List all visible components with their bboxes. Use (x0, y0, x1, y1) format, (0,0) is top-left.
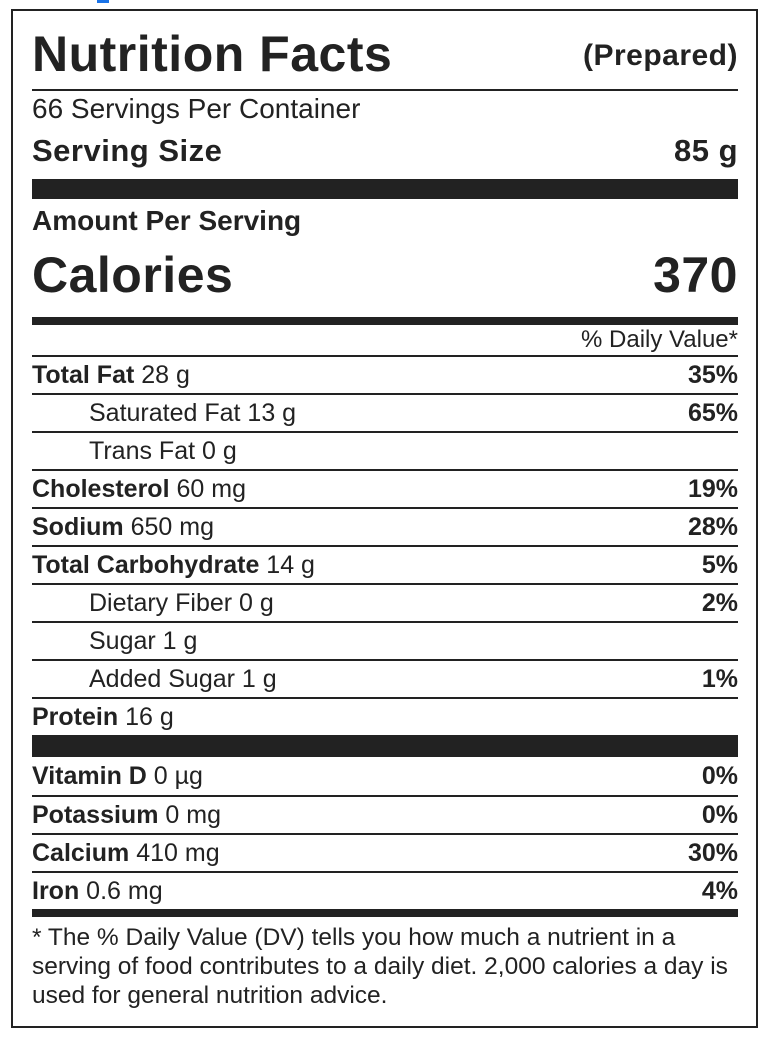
vitamin-name: Calcium (32, 838, 130, 867)
nutrient-name: Added Sugar 1 g (89, 664, 277, 693)
nutrient-amount: 650 mg (130, 512, 215, 541)
nutrient-name: Sugar 1 g (89, 626, 198, 655)
vitamin-row-potassium: Potassium 0 mg 0% (32, 795, 738, 833)
divider (32, 89, 738, 91)
nutrient-row-sodium: Sodium 650 mg 28% (32, 507, 738, 545)
calories-value: 370 (653, 247, 738, 303)
calories-row: Calories 370 (32, 243, 738, 307)
footnote-divider (32, 909, 738, 917)
nutrient-dv: 28% (687, 512, 738, 541)
vitamin-dv: 0% (701, 761, 738, 790)
serving-size-value: 85 g (673, 133, 738, 168)
daily-value-footnote: * The % Daily Value (DV) tells you how m… (32, 924, 728, 1009)
title-row: Nutrition Facts (Prepared) (32, 11, 738, 89)
top-accent-bar (97, 0, 109, 3)
nutrient-row-saturated-fat: Saturated Fat 13 g 65% (32, 393, 738, 431)
nutrient-name: Total Fat (32, 360, 135, 389)
nutrient-row-trans-fat: Trans Fat 0 g (32, 431, 738, 469)
nutrient-dv: 35% (687, 360, 738, 389)
calories-label: Calories (32, 247, 234, 303)
servings-per-container: 66 Servings Per Container (32, 93, 361, 124)
vitamin-amount: 0 µg (153, 761, 203, 790)
vitamin-row-iron: Iron 0.6 mg 4% (32, 871, 738, 909)
nutrient-name: Sodium (32, 512, 124, 541)
vitamin-amount: 0 mg (165, 800, 221, 829)
nutrient-dv: 5% (701, 550, 738, 579)
nutrient-row-total-carbohydrate: Total Carbohydrate 14 g 5% (32, 545, 738, 583)
nutrient-row-dietary-fiber: Dietary Fiber 0 g 2% (32, 583, 738, 621)
nutrient-name: Dietary Fiber 0 g (89, 588, 274, 617)
vitamin-amount: 410 mg (136, 838, 220, 867)
nutrient-row-cholesterol: Cholesterol 60 mg 19% (32, 469, 738, 507)
nutrient-row-added-sugar: Added Sugar 1 g 1% (32, 659, 738, 697)
vitamin-name: Potassium (32, 800, 159, 829)
vitamin-amount: 0.6 mg (86, 876, 163, 905)
medium-divider (32, 317, 738, 325)
nutrient-dv: 1% (701, 664, 738, 693)
nutrient-name: Cholesterol (32, 474, 170, 503)
nutrient-dv: 19% (687, 474, 738, 503)
serving-size-row: Serving Size 85 g (32, 127, 738, 175)
vitamin-name: Iron (32, 876, 80, 905)
amount-per-serving: Amount Per Serving (32, 205, 302, 236)
nutrient-amount: 14 g (266, 550, 315, 579)
nutrient-row-total-fat: Total Fat 28 g 35% (32, 355, 738, 393)
nutrient-row-protein: Protein 16 g (32, 697, 738, 735)
nutrient-dv: 65% (687, 398, 738, 427)
nutrient-amount: 60 mg (176, 474, 246, 503)
vitamin-dv: 30% (687, 838, 738, 867)
thick-divider (32, 179, 738, 199)
vitamin-row-calcium: Calcium 410 mg 30% (32, 833, 738, 871)
nutrient-dv: 2% (701, 588, 738, 617)
nutrient-name: Protein (32, 702, 119, 731)
nutrition-facts-title: Nutrition Facts (32, 26, 393, 82)
vitamin-dv: 4% (701, 876, 738, 905)
nutrient-name: Saturated Fat 13 g (89, 398, 297, 427)
nutrient-amount: 16 g (125, 702, 174, 731)
vitamin-divider (32, 735, 738, 757)
nutrient-name: Total Carbohydrate (32, 550, 260, 579)
nutrition-facts-panel: Nutrition Facts (Prepared) 66 Servings P… (11, 9, 758, 1028)
vitamin-name: Vitamin D (32, 761, 147, 790)
vitamin-dv: 0% (701, 800, 738, 829)
vitamin-row-vitamin-d: Vitamin D 0 µg 0% (32, 757, 738, 795)
nutrient-row-sugar: Sugar 1 g (32, 621, 738, 659)
nutrient-amount: 28 g (141, 360, 190, 389)
nutrient-name: Trans Fat 0 g (89, 436, 237, 465)
daily-value-header: % Daily Value* (581, 326, 738, 353)
serving-size-label: Serving Size (32, 133, 223, 168)
prepared-label: (Prepared) (582, 39, 738, 72)
